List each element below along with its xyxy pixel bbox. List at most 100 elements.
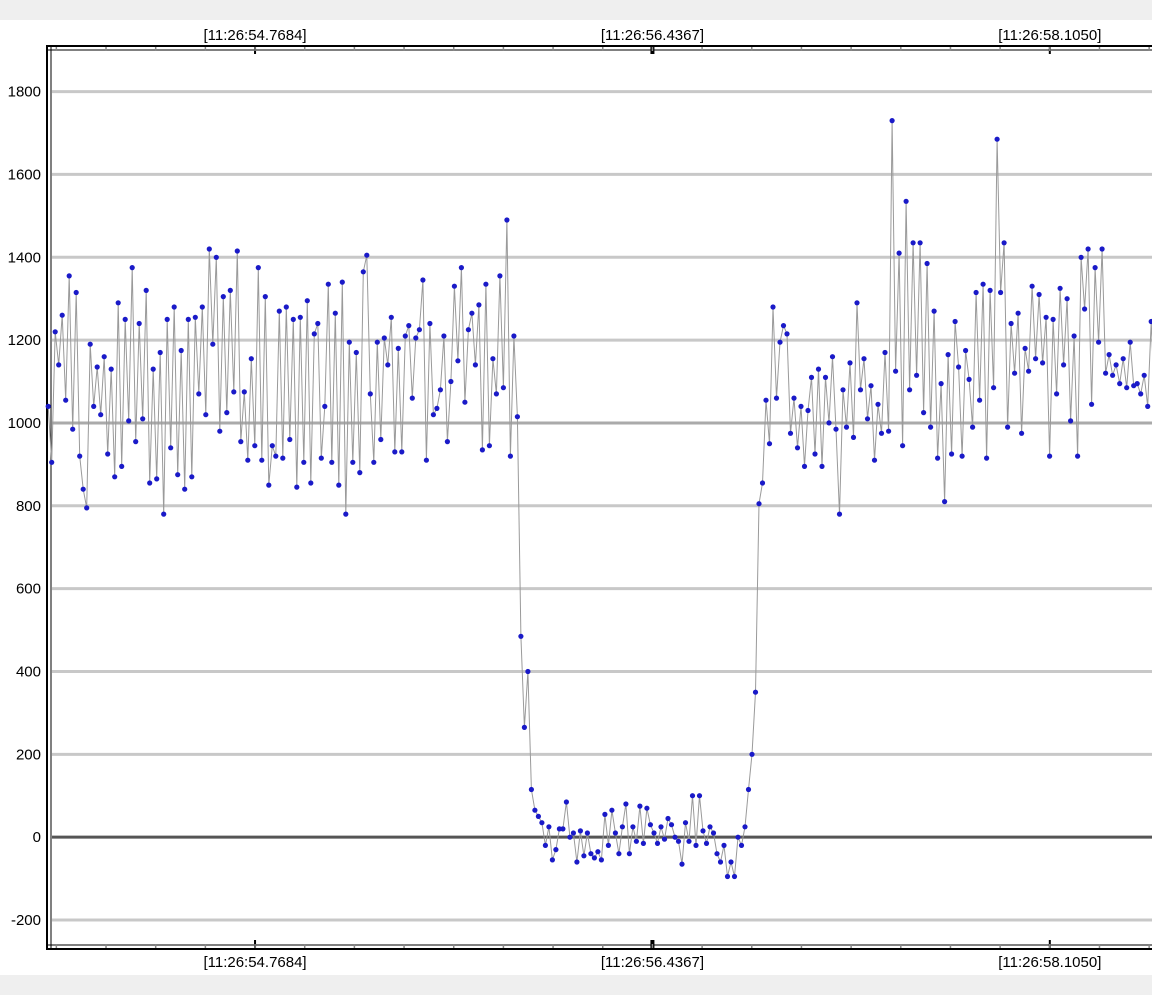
data-point (143, 287, 149, 293)
x-top-tick-label: [11:26:54.7684] (203, 27, 306, 44)
data-point (882, 349, 888, 356)
data-point (465, 327, 471, 333)
y-tick-label: -200 (11, 912, 41, 929)
data-point (444, 439, 450, 445)
data-point (168, 445, 174, 451)
data-point (241, 389, 247, 395)
data-point (878, 430, 885, 436)
data-point (406, 323, 412, 329)
data-point (854, 300, 860, 306)
data-point (1061, 362, 1067, 368)
data-point (1015, 310, 1021, 316)
data-point (1026, 368, 1032, 374)
data-point (297, 314, 303, 320)
data-point (339, 279, 345, 285)
data-point (518, 633, 524, 639)
data-point (476, 302, 482, 308)
data-point (308, 480, 314, 486)
data-point (850, 434, 857, 440)
data-point (1082, 306, 1088, 312)
data-point (52, 329, 58, 335)
data-point (388, 314, 394, 320)
data-point (420, 277, 426, 283)
y-tick-label: 1800 (8, 84, 41, 101)
data-point (175, 472, 181, 478)
data-point (724, 873, 731, 880)
data-point (665, 815, 671, 822)
data-point (276, 308, 282, 314)
data-point (1071, 333, 1077, 339)
data-point (644, 805, 650, 811)
data-point (1127, 339, 1133, 345)
x-bottom-tick-label: [11:26:58.1050] (998, 954, 1101, 971)
data-point (301, 459, 307, 465)
data-point (819, 463, 825, 469)
data-point (395, 345, 401, 351)
data-point (787, 430, 794, 436)
data-point (126, 418, 132, 424)
data-point (907, 387, 913, 393)
data-point (94, 364, 100, 370)
data-point (647, 822, 654, 828)
data-point (668, 822, 675, 828)
data-point (206, 246, 212, 252)
data-point (87, 341, 93, 347)
data-point (805, 407, 811, 414)
data-point (801, 463, 808, 469)
data-point (269, 443, 275, 449)
data-point (928, 424, 934, 430)
data-point (1033, 356, 1039, 362)
data-point (612, 830, 619, 836)
data-point (952, 318, 958, 325)
data-point (112, 474, 118, 480)
data-point (154, 476, 160, 482)
data-point (367, 391, 373, 397)
data-point (45, 403, 51, 409)
data-point (980, 281, 986, 287)
data-point (1040, 360, 1046, 366)
plot-area[interactable] (46, 45, 1152, 950)
data-point (963, 347, 969, 354)
data-point (1068, 418, 1074, 424)
data-point (259, 457, 265, 463)
data-point (1106, 352, 1112, 358)
y-axis-tick-labels: 1800 1600 1400 1200 1000 800 600 400 200 0 -200 (8, 84, 41, 929)
data-point (591, 855, 598, 861)
data-point (868, 383, 874, 389)
data-point (178, 347, 184, 354)
data-point (893, 368, 899, 374)
data-point (185, 316, 191, 322)
data-point (714, 851, 720, 857)
data-point (532, 807, 538, 813)
data-point (441, 333, 447, 339)
data-point (1103, 370, 1109, 376)
data-point (203, 412, 209, 418)
data-point (959, 453, 965, 459)
data-point (931, 308, 937, 314)
data-point (514, 414, 521, 420)
y-tick-label: 200 (16, 746, 41, 763)
data-point (1096, 339, 1102, 345)
y-tick-label: 1400 (8, 249, 41, 266)
data-point (598, 857, 605, 863)
data-point (528, 786, 535, 793)
data-point (189, 474, 195, 480)
data-point (1085, 246, 1091, 252)
data-point (66, 273, 72, 279)
data-point (122, 316, 128, 322)
data-point (210, 341, 216, 347)
data-point (77, 453, 83, 459)
data-point (994, 136, 1000, 142)
data-point (133, 439, 139, 445)
data-point (322, 403, 328, 409)
data-point (903, 198, 909, 204)
data-point (1008, 320, 1014, 327)
data-point (196, 391, 202, 397)
data-point (1054, 391, 1060, 397)
data-point (329, 459, 335, 465)
data-point (1138, 391, 1144, 397)
data-point (935, 455, 941, 461)
data-point (346, 339, 352, 345)
data-point (616, 851, 622, 857)
data-point (984, 455, 990, 461)
